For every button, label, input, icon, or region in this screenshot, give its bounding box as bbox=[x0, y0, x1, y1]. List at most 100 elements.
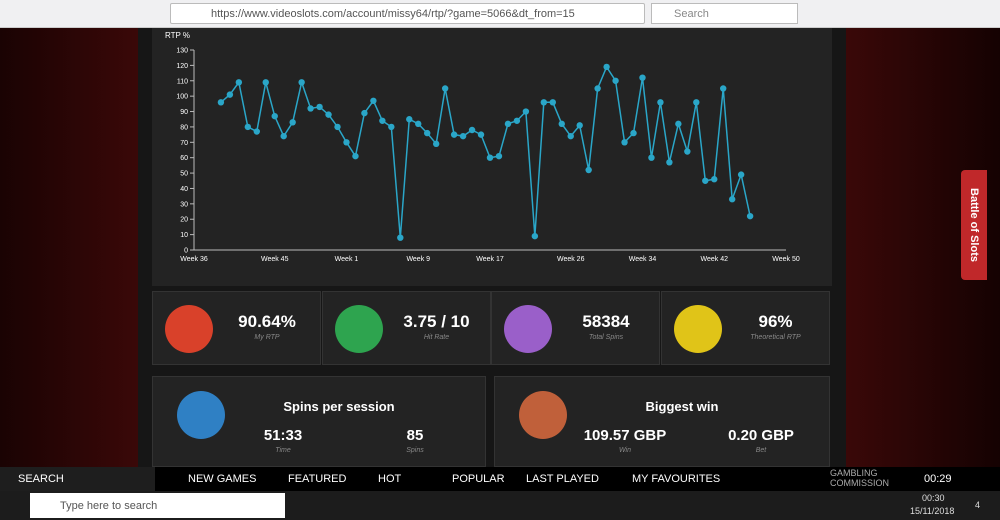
side-tab-label[interactable]: Battle of Slots bbox=[968, 188, 980, 262]
x-tick-label: Week 45 bbox=[261, 256, 289, 263]
data-point bbox=[558, 120, 565, 128]
y-axis-label: RTP % bbox=[165, 31, 190, 40]
search-box[interactable]: Search bbox=[651, 3, 798, 24]
nav-item[interactable]: NEW GAMES bbox=[188, 473, 257, 485]
nav-item[interactable]: FEATURED bbox=[288, 473, 347, 485]
chart: RTP % 0 10 20 30 40 50 60 70 80 90 100 110 120 130 Wee… bbox=[152, 28, 832, 286]
card-title: Biggest win bbox=[645, 399, 719, 414]
y-tick-label: 40 bbox=[180, 186, 188, 193]
nav-item[interactable]: POPULAR bbox=[452, 473, 505, 485]
nav-item[interactable]: MY FAVOURITES bbox=[632, 473, 721, 485]
stat-label: Time bbox=[275, 447, 291, 454]
stat-label: My RTP bbox=[254, 334, 280, 341]
url-bar[interactable]: https://www.videoslots.com/account/missy… bbox=[170, 3, 645, 24]
data-point bbox=[522, 108, 530, 115]
bottom-nav: SEARCH NEW GAMES FEATURED HOT POPULAR LAST P… bbox=[0, 467, 1000, 491]
stat-card: 58384 Total Spins bbox=[491, 291, 660, 365]
background bbox=[0, 28, 138, 467]
x-tick-label: Week 36 bbox=[180, 256, 208, 263]
stat-value: 90.64% bbox=[238, 312, 296, 331]
notification-count[interactable]: 4 bbox=[975, 500, 981, 510]
taskbar-time: 00:30 bbox=[922, 493, 945, 503]
data-point bbox=[513, 117, 521, 124]
data-point bbox=[567, 132, 574, 140]
data-point bbox=[370, 97, 377, 104]
data-point bbox=[459, 132, 467, 140]
data-point bbox=[432, 140, 440, 148]
data-point bbox=[397, 234, 404, 241]
nav-item[interactable]: LAST PLAYED bbox=[526, 473, 599, 485]
data-point bbox=[594, 85, 601, 92]
chip-icon bbox=[519, 391, 567, 439]
data-point bbox=[226, 91, 234, 98]
taskbar-search[interactable]: Type here to search bbox=[30, 493, 285, 518]
commission-line: COMMISSION bbox=[830, 478, 890, 488]
data-point bbox=[280, 132, 287, 140]
data-point bbox=[235, 79, 243, 86]
x-tick-label: Week 1 bbox=[335, 256, 359, 263]
data-point bbox=[746, 212, 754, 220]
stopwatch-icon bbox=[177, 391, 225, 439]
stat-icon bbox=[673, 305, 722, 353]
y-tick-label: 0 bbox=[184, 248, 188, 255]
nav-search[interactable]: SEARCH bbox=[0, 467, 155, 491]
x-tick-label: Week 9 bbox=[406, 256, 430, 263]
data-point bbox=[504, 120, 512, 128]
data-point bbox=[379, 117, 386, 124]
data-point bbox=[334, 123, 341, 131]
data-point bbox=[424, 129, 431, 137]
data-point bbox=[576, 122, 583, 129]
stat-icon bbox=[165, 305, 213, 353]
data-point bbox=[325, 111, 332, 118]
stat-value: 3.75 / 10 bbox=[403, 312, 470, 331]
stat-label: Spins bbox=[406, 447, 424, 454]
y-tick-label: 120 bbox=[176, 63, 188, 70]
card-title: Spins per session bbox=[283, 399, 395, 414]
data-point bbox=[262, 79, 269, 86]
data-point bbox=[630, 129, 637, 137]
data-point bbox=[307, 105, 314, 112]
data-point bbox=[217, 99, 225, 106]
stat-value: 0.20 GBP bbox=[728, 427, 794, 444]
data-line bbox=[220, 65, 751, 238]
data-point bbox=[388, 123, 395, 131]
data-point bbox=[693, 99, 700, 106]
data-point bbox=[684, 148, 691, 155]
data-point bbox=[711, 176, 718, 183]
data-point bbox=[441, 85, 449, 92]
data-point bbox=[603, 63, 610, 71]
stat-label: Win bbox=[619, 447, 631, 454]
stat-value: 85 bbox=[406, 427, 424, 444]
data-point bbox=[486, 154, 494, 161]
data-point bbox=[406, 116, 413, 123]
taskbar: Type here to search 00:30 15/11/2018 4 bbox=[0, 491, 1000, 520]
stat-card: 96% Theoretical RTP bbox=[660, 291, 830, 365]
data-point bbox=[549, 99, 556, 106]
nav-item[interactable]: HOT bbox=[378, 473, 402, 485]
stat-value: 109.57 GBP bbox=[583, 427, 667, 444]
stat-label: Total Spins bbox=[588, 334, 624, 341]
x-tick-label: Week 17 bbox=[476, 256, 504, 263]
side-tab[interactable]: Battle of Slots bbox=[961, 170, 987, 280]
data-point bbox=[585, 166, 592, 174]
clock: 00:29 bbox=[924, 473, 952, 485]
x-tick-label: Week 34 bbox=[629, 256, 657, 263]
data-point bbox=[666, 159, 673, 166]
data-point bbox=[639, 74, 646, 81]
biggest-card: Biggest win 109.57 GBP Win 0.20 GBP Bet bbox=[494, 376, 830, 467]
stat-label: Theoretical RTP bbox=[750, 334, 801, 341]
y-tick-label: 130 bbox=[176, 48, 188, 55]
y-tick-label: 50 bbox=[180, 171, 188, 178]
data-point bbox=[316, 103, 323, 111]
y-tick-label: 70 bbox=[180, 140, 188, 147]
data-point bbox=[477, 131, 485, 138]
stat-value: 51:33 bbox=[263, 427, 303, 444]
data-point bbox=[352, 152, 359, 160]
stat-value: 96% bbox=[758, 312, 793, 331]
stat-label: Hit Rate bbox=[423, 334, 450, 341]
nav-items: NEW GAMES FEATURED HOT POPULAR LAST PLAYED MY… bbox=[170, 467, 730, 491]
data-point bbox=[289, 119, 296, 126]
data-point bbox=[540, 99, 548, 106]
x-tick-label: Week 42 bbox=[700, 256, 728, 263]
